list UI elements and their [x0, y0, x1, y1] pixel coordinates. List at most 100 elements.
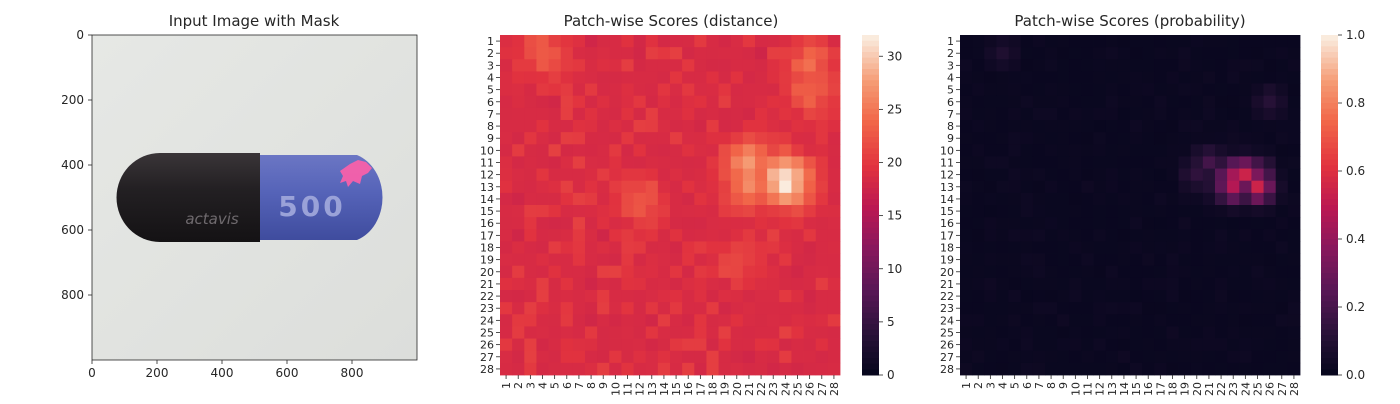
- heatmap-cell: [1154, 362, 1167, 376]
- heatmap-cell: [1032, 47, 1046, 60]
- heatmap-cell: [1105, 83, 1119, 97]
- heatmap-cell: [633, 35, 647, 48]
- heatmap-cell: [694, 156, 707, 169]
- heatmap-cell: [1178, 59, 1192, 72]
- heatmap-cell: [609, 59, 622, 72]
- heatmap-cell: [572, 290, 586, 303]
- heatmap-cell: [512, 95, 525, 109]
- heatmap-cell: [694, 253, 707, 267]
- colorbar-band: [862, 46, 879, 53]
- heatmap-cell: [585, 241, 598, 254]
- heatmap-cell: [1166, 156, 1179, 169]
- heatmap-cell: [1020, 47, 1034, 60]
- heatmap-cell: [1251, 290, 1264, 303]
- distance-heatmap: [500, 35, 841, 376]
- heatmap-cell: [682, 132, 695, 145]
- heatmap-cell: [1251, 95, 1264, 109]
- heatmap-cell: [984, 229, 997, 242]
- colorbar-band: [862, 233, 879, 240]
- heatmap-cell: [694, 241, 707, 254]
- heatmap-cell: [996, 241, 1009, 254]
- image-panel-title: Input Image with Mask: [169, 12, 340, 30]
- heatmap-cell: [1166, 302, 1179, 315]
- heatmap-cell: [791, 71, 804, 84]
- heatmap-cell: [1275, 107, 1289, 121]
- heatmap-cell: [815, 290, 829, 303]
- heatmap-cell: [1130, 83, 1143, 97]
- heatmap-cell: [1105, 253, 1119, 267]
- heatmap-cell: [1142, 265, 1155, 279]
- colorbar-band: [1321, 278, 1338, 285]
- heatmap-cell: [694, 277, 707, 291]
- colorbar-band: [862, 341, 879, 348]
- heatmap-cell: [1069, 180, 1082, 194]
- x-tick-label: 28: [828, 382, 841, 396]
- heatmap-cell: [1166, 229, 1179, 242]
- heatmap-cell: [1057, 47, 1070, 60]
- heatmap-cell: [633, 132, 647, 145]
- heatmap-cell: [960, 290, 973, 303]
- heatmap-cell: [984, 217, 997, 230]
- heatmap-cell: [1069, 168, 1082, 182]
- heatmap-cell: [536, 217, 549, 230]
- heatmap-cell: [621, 192, 634, 206]
- heatmap-cell: [645, 253, 659, 267]
- y-tick-label: 11: [940, 157, 954, 170]
- colorbar-band: [862, 205, 879, 212]
- x-tick-label: 19: [1179, 382, 1192, 396]
- heatmap-cell: [585, 180, 598, 194]
- heatmap-cell: [1239, 217, 1252, 230]
- heatmap-cell: [1215, 338, 1228, 352]
- heatmap-cell: [633, 156, 647, 169]
- heatmap-cell: [682, 302, 695, 315]
- heatmap-cell: [827, 205, 841, 218]
- heatmap-cell: [1069, 120, 1082, 133]
- y-tick-label: 13: [940, 181, 954, 194]
- heatmap-cell: [1117, 59, 1131, 72]
- heatmap-cell: [996, 229, 1009, 242]
- heatmap-cell: [1166, 362, 1179, 376]
- x-tick-label: 23: [767, 382, 780, 396]
- heatmap-cell: [960, 277, 973, 291]
- heatmap-cell: [1263, 156, 1277, 169]
- colorbar-band: [862, 352, 879, 359]
- heatmap-cell: [1057, 107, 1070, 121]
- heatmap-cell: [621, 156, 634, 169]
- heatmap-cell: [1069, 156, 1082, 169]
- heatmap-cell: [560, 241, 574, 254]
- heatmap-cell: [706, 95, 719, 109]
- heatmap-cell: [1130, 326, 1143, 339]
- heatmap-cell: [524, 229, 537, 242]
- colorbar-band: [862, 346, 879, 353]
- heatmap-cell: [706, 35, 719, 48]
- heatmap-cell: [1032, 59, 1046, 72]
- heatmap-cell: [548, 35, 562, 48]
- heatmap-cell: [791, 241, 804, 254]
- heatmap-cell: [524, 59, 537, 72]
- heatmap-cell: [984, 156, 997, 169]
- heatmap-cell: [779, 83, 792, 97]
- heatmap-cell: [560, 59, 574, 72]
- colorbar-band: [1321, 188, 1338, 195]
- heatmap-cell: [742, 302, 756, 315]
- colorbar-band: [862, 63, 879, 70]
- heatmap-cell: [1275, 35, 1289, 48]
- heatmap-cell: [960, 314, 973, 327]
- heatmap-cell: [609, 156, 622, 169]
- x-tick-label: 5: [549, 382, 562, 389]
- heatmap-cell: [1166, 132, 1179, 145]
- heatmap-cell: [1227, 95, 1240, 109]
- heatmap-cell: [1093, 205, 1107, 218]
- heatmap-cell: [536, 144, 549, 157]
- heatmap-cell: [972, 132, 985, 145]
- heatmap-cell: [1154, 71, 1167, 84]
- heatmap-cell: [1057, 350, 1070, 364]
- heatmap-cell: [972, 47, 985, 60]
- heatmap-cell: [585, 83, 598, 97]
- heatmap-cell: [560, 35, 574, 48]
- heatmap-cell: [585, 144, 598, 157]
- heatmap-cell: [645, 314, 659, 327]
- heatmap-cell: [1045, 156, 1058, 169]
- heatmap-cell: [609, 362, 622, 376]
- colorbar-band: [1321, 324, 1338, 331]
